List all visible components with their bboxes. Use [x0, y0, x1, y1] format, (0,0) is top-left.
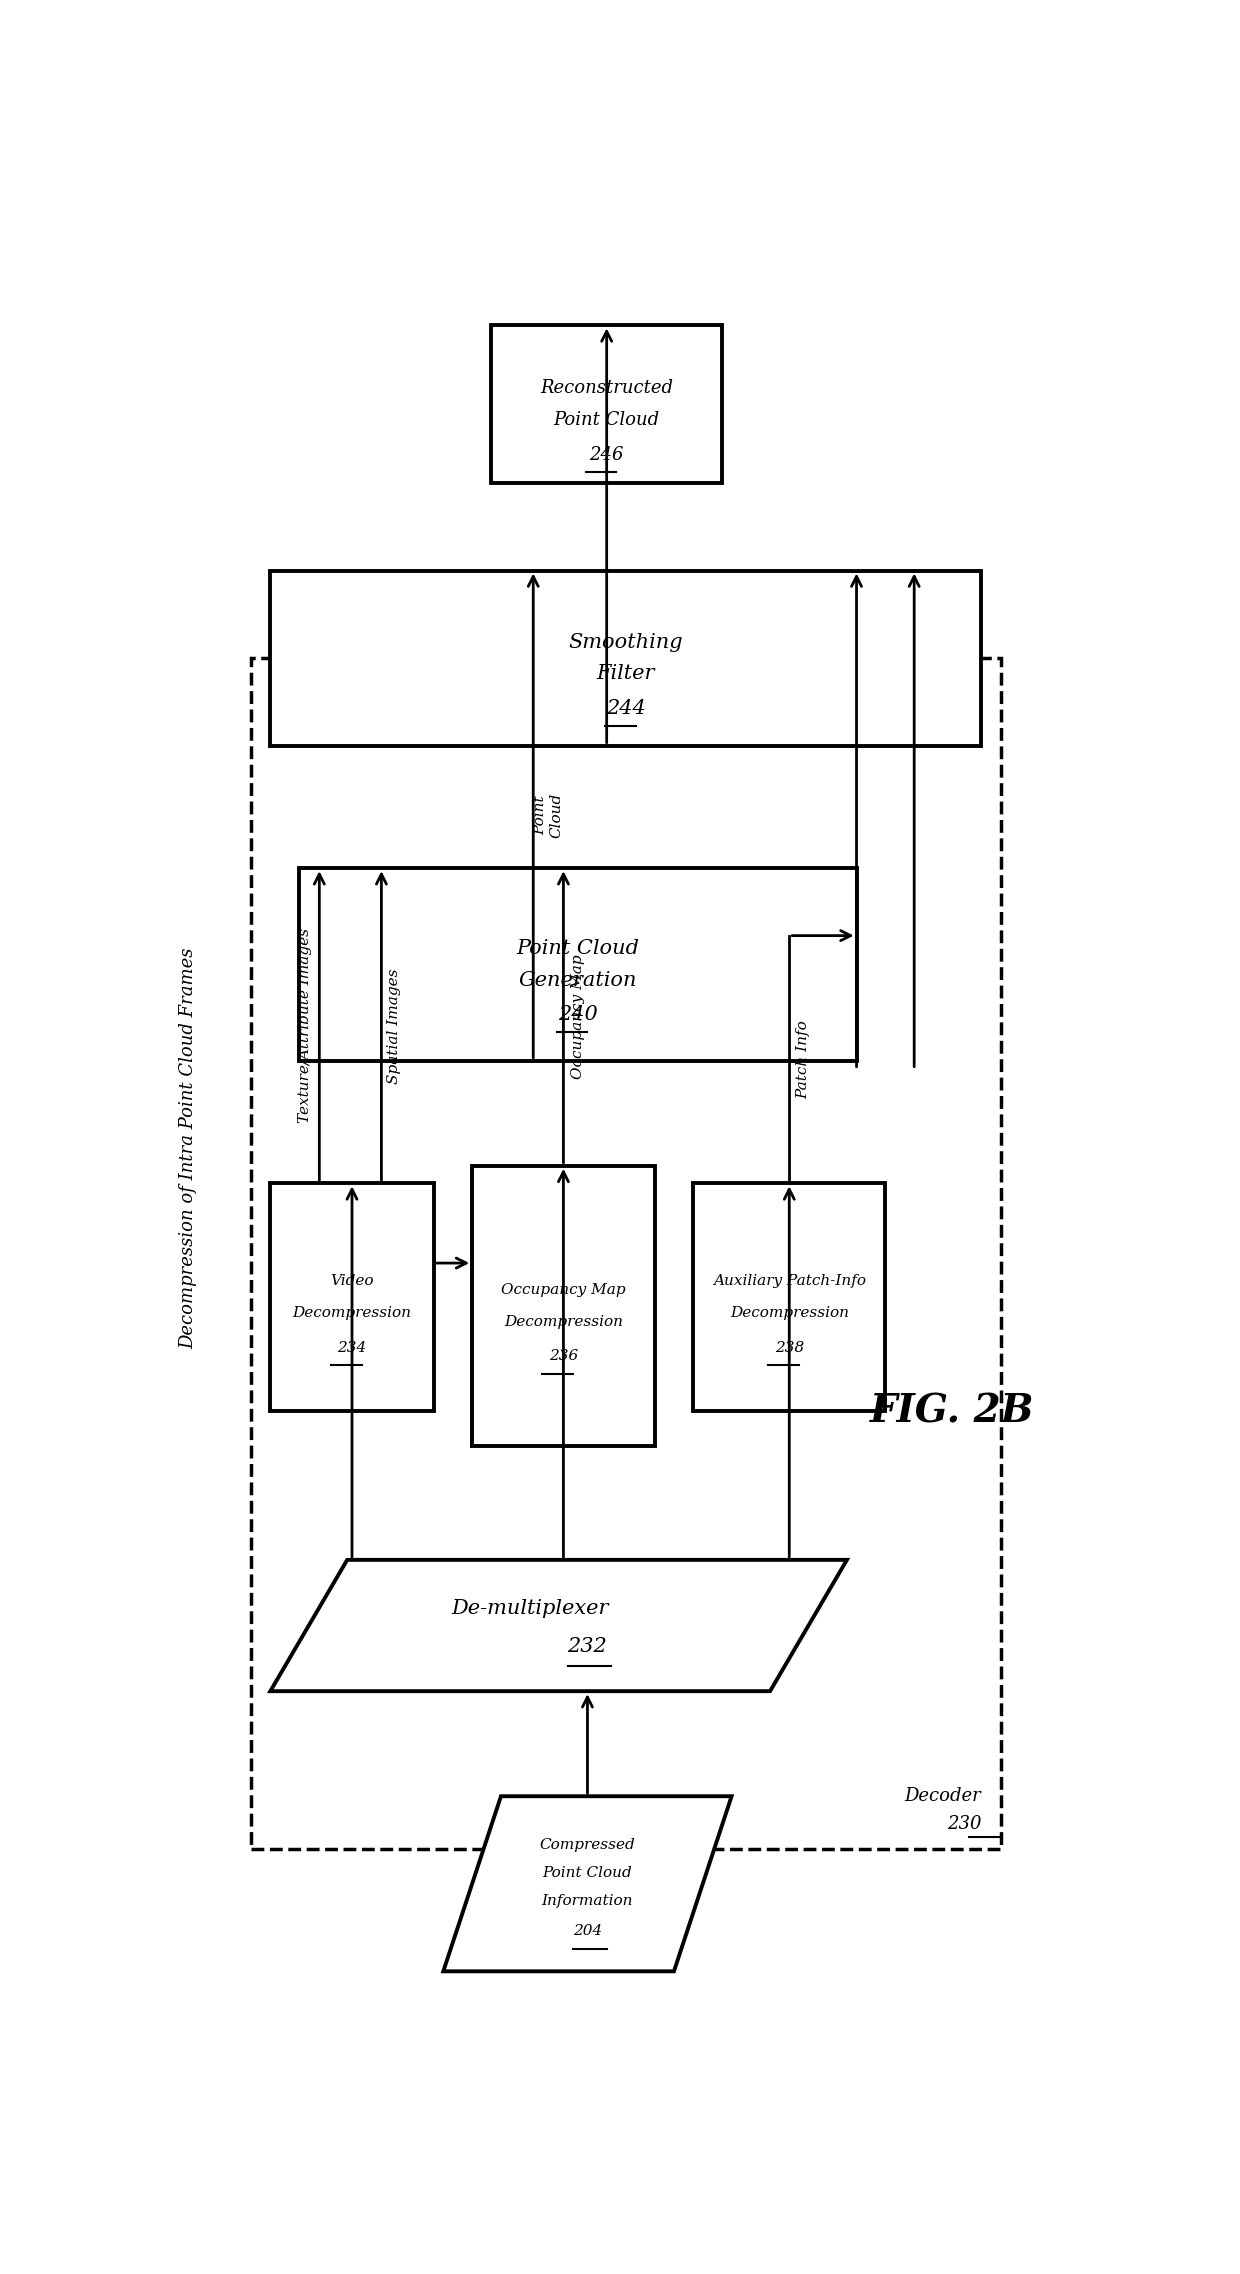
Text: Video: Video [330, 1273, 373, 1289]
Text: Reconstructed: Reconstructed [541, 380, 673, 398]
Text: 244: 244 [606, 698, 646, 719]
Bar [472, 1167, 655, 1446]
Text: Patch Info: Patch Info [796, 1021, 811, 1098]
Text: Decompression: Decompression [503, 1314, 622, 1328]
Text: 204: 204 [573, 1924, 603, 1937]
Text: Decompression: Decompression [293, 1305, 412, 1319]
Text: Generation: Generation [518, 971, 637, 989]
Text: Decoder: Decoder [905, 1787, 982, 1806]
Text: 246: 246 [589, 446, 624, 464]
Text: Decompression of Intra Point Cloud Frames: Decompression of Intra Point Cloud Frame… [180, 948, 197, 1348]
Text: Occupancy Map: Occupancy Map [570, 955, 585, 1080]
Text: 230: 230 [947, 1815, 982, 1833]
Bar [250, 657, 1001, 1849]
Text: Smoothing: Smoothing [569, 632, 683, 653]
Text: 234: 234 [337, 1342, 367, 1355]
Text: Compressed: Compressed [539, 1837, 635, 1853]
Text: 232: 232 [568, 1637, 608, 1655]
Text: Point Cloud: Point Cloud [543, 1867, 632, 1881]
Text: 238: 238 [775, 1342, 804, 1355]
Text: Point Cloud: Point Cloud [516, 939, 640, 957]
Bar [270, 1182, 434, 1410]
Text: Decompression: Decompression [730, 1305, 848, 1319]
Polygon shape [444, 1796, 732, 1972]
Text: De-multiplexer: De-multiplexer [451, 1599, 609, 1617]
Text: Spatial Images: Spatial Images [387, 969, 401, 1082]
Bar [299, 869, 857, 1060]
Text: FIG. 2B: FIG. 2B [870, 1392, 1035, 1430]
Text: Occupancy Map: Occupancy Map [501, 1283, 626, 1296]
Text: Point
Cloud: Point Cloud [533, 794, 564, 839]
Bar [270, 571, 982, 746]
Text: Information: Information [542, 1894, 634, 1908]
Text: Point Cloud: Point Cloud [553, 412, 660, 430]
Text: Texture/Attribute Images: Texture/Attribute Images [298, 928, 312, 1123]
Bar [693, 1182, 885, 1410]
Polygon shape [270, 1560, 847, 1692]
Text: Filter: Filter [596, 664, 655, 684]
Text: 240: 240 [558, 1005, 598, 1026]
Text: 236: 236 [549, 1348, 578, 1364]
Bar [491, 325, 722, 482]
Text: Auxiliary Patch-Info: Auxiliary Patch-Info [713, 1273, 866, 1289]
